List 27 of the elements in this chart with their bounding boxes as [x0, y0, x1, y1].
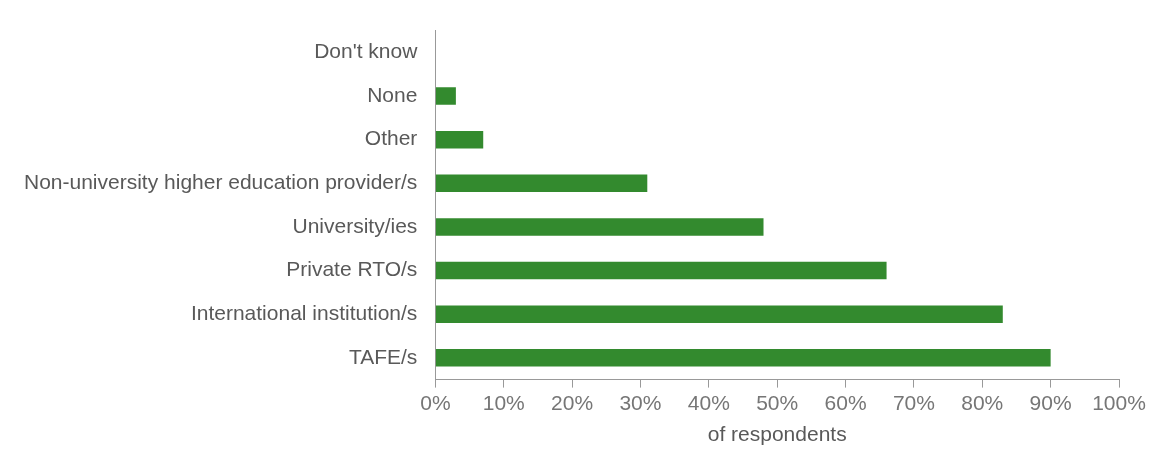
y-tick-label: International institution/s	[190, 300, 418, 324]
x-tick-label: 80%	[961, 391, 1004, 414]
x-tick-label: 20%	[551, 391, 594, 414]
x-tick-label: 70%	[892, 391, 935, 414]
y-tick-label: Private RTO/s	[286, 257, 418, 281]
y-tick-label: TAFE/s	[348, 344, 418, 368]
x-tick-label: 30%	[619, 391, 662, 414]
x-axis-title: of respondents	[707, 422, 847, 446]
y-tick-label: Non-university higher education provider/s	[24, 170, 418, 194]
bar	[435, 305, 1003, 323]
bar	[435, 87, 456, 105]
bar	[435, 349, 1051, 367]
bar	[435, 218, 764, 236]
x-tick-label: 10%	[482, 391, 525, 414]
bar	[435, 130, 484, 149]
x-tick-label: 60%	[824, 391, 867, 414]
bar	[435, 174, 648, 193]
x-tick-label: 100%	[1092, 391, 1146, 414]
y-tick-label: Don't know	[314, 39, 419, 63]
x-tick-label: 40%	[687, 391, 730, 414]
bar	[435, 261, 887, 280]
x-tick-label: 0%	[420, 391, 451, 414]
y-tick-label: Other	[364, 126, 418, 150]
x-tick-label: 90%	[1029, 391, 1072, 414]
y-tick-label: None	[367, 82, 418, 106]
y-tick-label: University/ies	[292, 213, 418, 237]
x-tick-label: 50%	[756, 391, 799, 414]
